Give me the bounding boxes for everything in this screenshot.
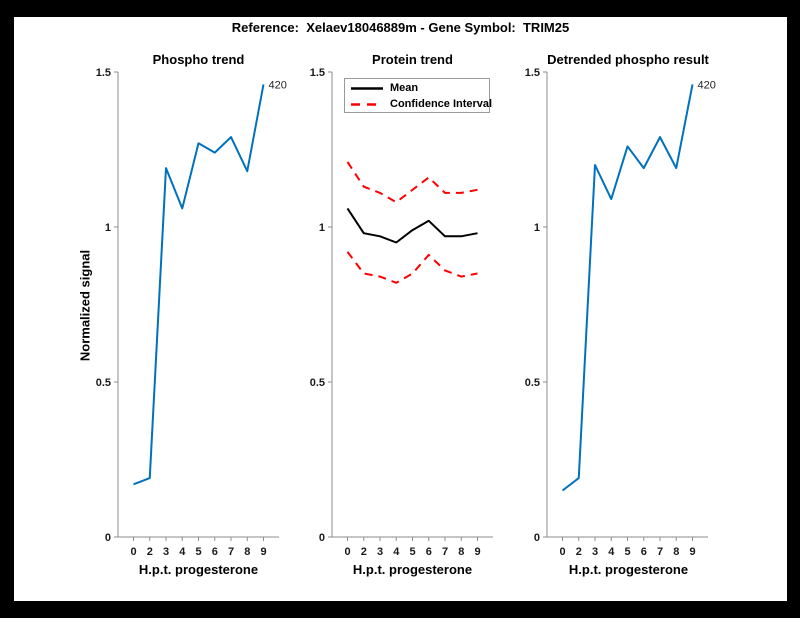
y-tick-label: 0 — [105, 532, 111, 544]
x-tick-label: 5 — [195, 546, 201, 558]
x-tick-label: 8 — [458, 546, 464, 558]
x-tick-label: 4 — [608, 546, 615, 558]
mean-line — [346, 207, 478, 244]
detrended-phospho-signal-line — [561, 84, 694, 492]
endpoint-annotation: 420 — [698, 79, 716, 91]
endpoint-annotation: 420 — [269, 79, 287, 91]
subplot-title-detrended-phospho: Detrended phospho result — [547, 52, 709, 67]
x-axis-label-phospho: H.p.t. progesterone — [138, 562, 259, 577]
figure-title: Reference: Xelaev18046889m - Gene Symbol… — [231, 20, 570, 35]
protein-trend-plot: 00.511.50 2 3 4 5 6 7 8 9 — [310, 67, 493, 558]
x-tick-label: 6 — [641, 546, 647, 558]
y-tick-label: 0 — [319, 532, 325, 544]
x-tick-label: 3 — [377, 546, 383, 558]
x-tick-label: 5 — [409, 546, 415, 558]
y-tick-label: 1.5 — [310, 67, 325, 79]
legend: Mean Confidence Interval — [344, 78, 493, 113]
figure-canvas: Reference: Xelaev18046889m - Gene Symbol… — [14, 17, 787, 601]
x-tick-label: 2 — [576, 546, 582, 558]
x-tick-label: 4 — [179, 546, 186, 558]
y-tick-label: 1.5 — [96, 67, 111, 79]
y-tick-label: 1 — [105, 222, 111, 234]
x-tick-label: 5 — [624, 546, 630, 558]
x-tick-label: 3 — [592, 546, 598, 558]
x-axis-label-protein: H.p.t. progesterone — [352, 562, 473, 577]
x-tick-label: 9 — [260, 546, 266, 558]
ci-line-sample — [351, 102, 383, 106]
x-tick-label: 6 — [212, 546, 218, 558]
x-tick-label: 0 — [559, 546, 565, 558]
x-tick-label: 7 — [657, 546, 663, 558]
x-tick-label: 8 — [673, 546, 679, 558]
y-tick-label: 1.5 — [525, 67, 540, 79]
x-tick-label: 9 — [689, 546, 695, 558]
x-tick-label: 4 — [393, 546, 400, 558]
x-tick-label: 9 — [474, 546, 480, 558]
mean-line-sample — [351, 86, 383, 90]
y-tick-label: 0.5 — [310, 377, 325, 389]
legend-label-mean: Mean — [390, 81, 419, 94]
x-tick-label: 7 — [442, 546, 448, 558]
ci-lower-line — [346, 251, 478, 284]
x-tick-label: 2 — [147, 546, 153, 558]
subplot-title-phospho-trend: Phospho trend — [152, 52, 245, 67]
x-tick-label: 2 — [361, 546, 367, 558]
x-tick-label: 3 — [163, 546, 169, 558]
x-tick-label: 6 — [426, 546, 432, 558]
x-tick-label: 8 — [244, 546, 250, 558]
phospho-signal-line — [133, 84, 265, 486]
legend-item-confidence-interval: Confidence Interval — [350, 96, 493, 112]
y-tick-label: 0.5 — [96, 377, 111, 389]
subplot-title-protein-trend: Protein trend — [372, 52, 453, 67]
ci-upper-line — [346, 161, 478, 204]
legend-label-confidence-interval: Confidence Interval — [390, 97, 493, 110]
legend-item-mean: Mean — [350, 80, 489, 96]
y-tick-label: 0 — [534, 532, 540, 544]
x-tick-label: 0 — [130, 546, 136, 558]
x-tick-label: 0 — [344, 546, 350, 558]
x-tick-label: 7 — [228, 546, 234, 558]
x-axis-label-detrended: H.p.t. progesterone — [568, 562, 689, 577]
y-tick-label: 1 — [319, 222, 325, 234]
y-tick-label: 1 — [534, 222, 540, 234]
y-tick-label: 0.5 — [525, 377, 540, 389]
